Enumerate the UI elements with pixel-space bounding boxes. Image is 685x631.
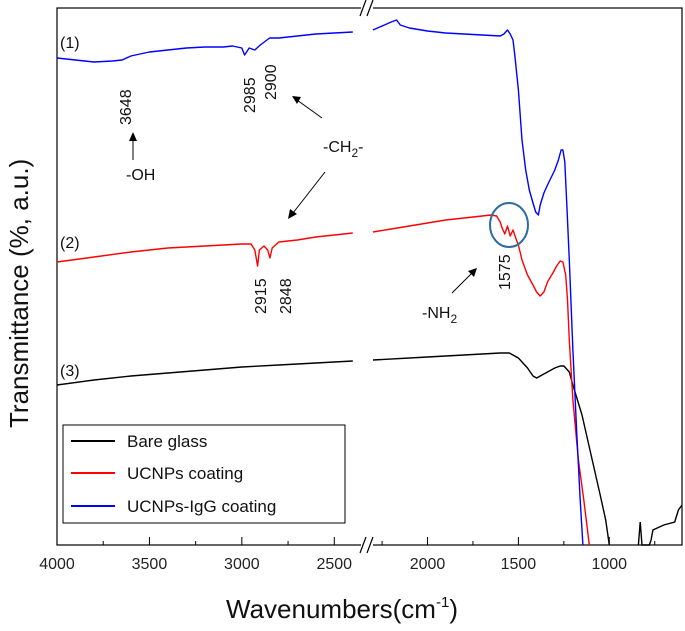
ann-2900: 2900 (263, 64, 280, 100)
legend-label-bare-glass: Bare glass (127, 432, 207, 451)
ch2-arrow-top (296, 99, 323, 119)
oh-arrowhead (129, 132, 137, 141)
ch2-label-tail: - (358, 139, 363, 156)
x-tick-label-2000: 2000 (410, 556, 446, 573)
curve-label-2: (2) (60, 235, 80, 252)
spectra-curves (56, 19, 683, 546)
ann-2848: 2848 (278, 278, 295, 314)
ucnps-coating-line-segment-1 (56, 232, 353, 267)
x-tick-label-4000: 4000 (39, 556, 75, 573)
ch2-label-main: -CH (323, 139, 351, 156)
ann-3648: 3648 (118, 89, 135, 125)
axis-break-gap-top (361, 5, 373, 11)
bare-glass-line-segment-1 (56, 360, 353, 386)
legend: Bare glass UCNPs coating UCNPs-IgG coati… (62, 424, 346, 524)
ch2-arrowhead-top (292, 96, 301, 104)
nh2-label-sub: 2 (450, 312, 457, 326)
legend-label-ucnps: UCNPs coating (127, 464, 243, 483)
ch2-label-sub: 2 (351, 146, 358, 160)
x-axis-title-main: Wavenumbers(cm (226, 594, 436, 624)
ucnps-igg-coating-line-segment-1 (56, 31, 353, 63)
axis-break-slash (366, 0, 374, 17)
x-tick-label-3500: 3500 (132, 556, 168, 573)
axis-break-slash (359, 536, 367, 554)
axis-break-slash (366, 536, 374, 554)
ucnps-coating-line-segment-2 (372, 214, 590, 546)
bare-glass-line-segment-2 (372, 352, 610, 546)
x-axis-title-sup: -1 (436, 594, 449, 611)
ann-1575: 1575 (497, 254, 514, 290)
axis-break-slash (359, 0, 367, 17)
ann-2985: 2985 (242, 77, 259, 113)
legend-label-ucnps-igg: UCNPs-IgG coating (127, 497, 276, 516)
ann-2915: 2915 (253, 278, 270, 314)
curve-label-1: (1) (60, 35, 80, 52)
x-tick-label-1000: 1000 (591, 556, 627, 573)
ucnps-igg-coating-line-segment-2 (372, 19, 584, 546)
ch2-arrowhead-bottom (288, 209, 297, 219)
y-axis-title: Transmittance (%, a.u.) (4, 159, 34, 428)
nh2-label-main: -NH (422, 305, 450, 322)
oh-label: -OH (126, 167, 155, 184)
x-axis-title: Wavenumbers(cm-1) (226, 594, 458, 624)
x-tick-label-1500: 1500 (501, 556, 537, 573)
x-tick-label-3000: 3000 (224, 556, 260, 573)
ch2-arrow-bottom (292, 171, 326, 214)
axis-break-marks (359, 0, 374, 554)
curve-label-3: (3) (60, 363, 80, 380)
nh2-highlight-ellipse (489, 202, 529, 248)
ch2-label: -CH2- (323, 139, 363, 160)
low-wavenumber-tail-line (637, 504, 683, 546)
nh2-label: -NH2 (422, 305, 457, 326)
x-axis-title-tail: ) (449, 594, 458, 624)
x-axis-ticks: 4000 3500 3000 2500 2000 1500 1000 (39, 537, 656, 573)
axis-break-gap-bottom (361, 542, 373, 548)
nh2-arrowhead (468, 268, 477, 277)
nh2-arrow (451, 272, 473, 294)
x-tick-label-2500: 2500 (316, 556, 352, 573)
